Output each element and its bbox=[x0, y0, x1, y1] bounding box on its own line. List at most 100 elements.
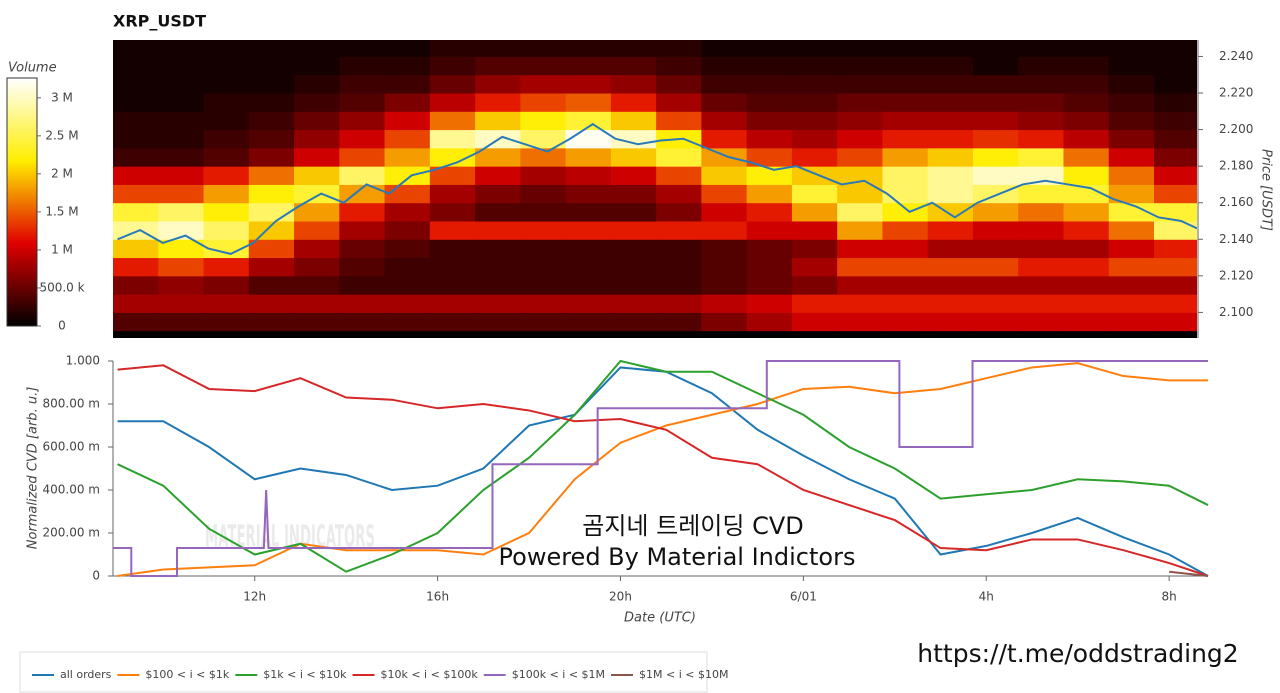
heat-cell bbox=[1108, 239, 1155, 259]
heat-cell bbox=[1108, 93, 1155, 112]
heat-cell bbox=[746, 202, 793, 222]
heat-cell bbox=[701, 184, 748, 204]
heat-cell bbox=[610, 239, 657, 259]
heat-cell bbox=[972, 275, 1019, 295]
colorbar-tick-label: 3 M bbox=[51, 90, 73, 104]
heat-cell bbox=[158, 74, 205, 94]
heat-cell bbox=[656, 294, 702, 313]
heat-cell bbox=[158, 147, 205, 167]
x-tick-label: 12h bbox=[243, 590, 266, 604]
legend-label: all orders bbox=[60, 668, 112, 681]
heat-cell bbox=[656, 166, 702, 185]
heat-cell bbox=[791, 275, 838, 295]
heat-cell bbox=[610, 202, 657, 222]
heat-cell bbox=[384, 129, 431, 149]
heat-cell bbox=[610, 294, 657, 313]
heat-cell bbox=[882, 111, 929, 131]
colorbar-tick-label: 1.5 M bbox=[45, 204, 78, 218]
heat-cell bbox=[565, 294, 612, 313]
heat-cell bbox=[882, 239, 929, 259]
heat-cell bbox=[882, 147, 929, 167]
heat-cell bbox=[1063, 202, 1110, 222]
y-tick-label: 2.140 bbox=[1219, 232, 1253, 246]
heat-cell bbox=[475, 312, 521, 332]
heat-cell bbox=[972, 312, 1019, 332]
heat-cell bbox=[746, 294, 793, 313]
heat-cell bbox=[520, 147, 567, 167]
heat-cell bbox=[1063, 111, 1110, 131]
heat-cell bbox=[294, 294, 340, 313]
heat-cell bbox=[791, 202, 838, 222]
heat-cell bbox=[1108, 111, 1155, 131]
heat-cell bbox=[475, 56, 521, 76]
heat-cell bbox=[1154, 312, 1197, 332]
heat-cell bbox=[203, 220, 250, 240]
heat-cell bbox=[701, 166, 748, 185]
heat-cell bbox=[203, 184, 250, 204]
heat-cell bbox=[248, 184, 295, 204]
heat-cell bbox=[294, 40, 340, 57]
heat-cell bbox=[248, 129, 295, 149]
heat-cell bbox=[610, 93, 657, 112]
heat-cell bbox=[565, 166, 612, 185]
heat-cell bbox=[610, 220, 657, 240]
heat-cell bbox=[429, 257, 476, 277]
heat-cell bbox=[882, 275, 929, 295]
heat-cell bbox=[565, 220, 612, 240]
y-tick-label: 800.00 m bbox=[43, 397, 101, 411]
heat-cell bbox=[1108, 129, 1155, 149]
heat-cell bbox=[882, 312, 929, 332]
heat-cell bbox=[565, 111, 612, 131]
heat-cell bbox=[1063, 93, 1110, 112]
heat-cell bbox=[384, 93, 431, 112]
y-tick-label: 2.120 bbox=[1219, 268, 1253, 282]
heat-cell bbox=[837, 93, 883, 112]
heat-cell bbox=[565, 239, 612, 259]
heat-cell bbox=[248, 275, 295, 295]
heat-cell bbox=[746, 93, 793, 112]
heat-cell bbox=[1018, 166, 1064, 185]
heat-cell bbox=[203, 312, 250, 332]
heat-cell bbox=[248, 111, 295, 131]
heat-cell bbox=[520, 40, 567, 57]
heat-cell bbox=[1154, 111, 1197, 131]
heat-cell bbox=[339, 312, 386, 332]
heat-cell bbox=[475, 257, 521, 277]
y-tick-label: 400.00 m bbox=[43, 483, 101, 497]
heat-cell bbox=[837, 147, 883, 167]
heat-cell bbox=[791, 239, 838, 259]
heat-cell bbox=[294, 257, 340, 277]
heat-cell bbox=[520, 56, 567, 76]
heat-cell bbox=[927, 202, 974, 222]
heat-cell bbox=[927, 56, 974, 76]
heat-cell bbox=[1063, 40, 1110, 57]
heat-cell bbox=[746, 147, 793, 167]
legend-label: $1M < i < $10M bbox=[639, 668, 728, 681]
heat-cell bbox=[520, 184, 567, 204]
heat-cell bbox=[1063, 257, 1110, 277]
heat-cell bbox=[701, 220, 748, 240]
heat-cell bbox=[1063, 74, 1110, 94]
heat-cell bbox=[972, 294, 1019, 313]
x-axis-label: Date (UTC) bbox=[624, 611, 696, 626]
heat-cell bbox=[339, 220, 386, 240]
heat-cell bbox=[656, 40, 702, 57]
heat-cell bbox=[158, 202, 205, 222]
heat-cell bbox=[1018, 147, 1064, 167]
heat-cell bbox=[565, 93, 612, 112]
heat-cell bbox=[339, 184, 386, 204]
heat-cell bbox=[837, 129, 883, 149]
heat-cell bbox=[1154, 129, 1197, 149]
heat-cell bbox=[475, 40, 521, 57]
heat-cell bbox=[294, 202, 340, 222]
heat-cell bbox=[656, 275, 702, 295]
heat-cell bbox=[656, 220, 702, 240]
annotation: Powered By Material Indictors bbox=[499, 543, 856, 571]
heat-cell bbox=[701, 257, 748, 277]
price-line bbox=[117, 122, 1197, 255]
heat-cell bbox=[610, 257, 657, 277]
heat-cell bbox=[791, 56, 838, 76]
colorbar-label: Volume bbox=[8, 61, 57, 76]
legend-label: $100k < i < $1M bbox=[512, 668, 605, 681]
heat-cell bbox=[746, 184, 793, 204]
